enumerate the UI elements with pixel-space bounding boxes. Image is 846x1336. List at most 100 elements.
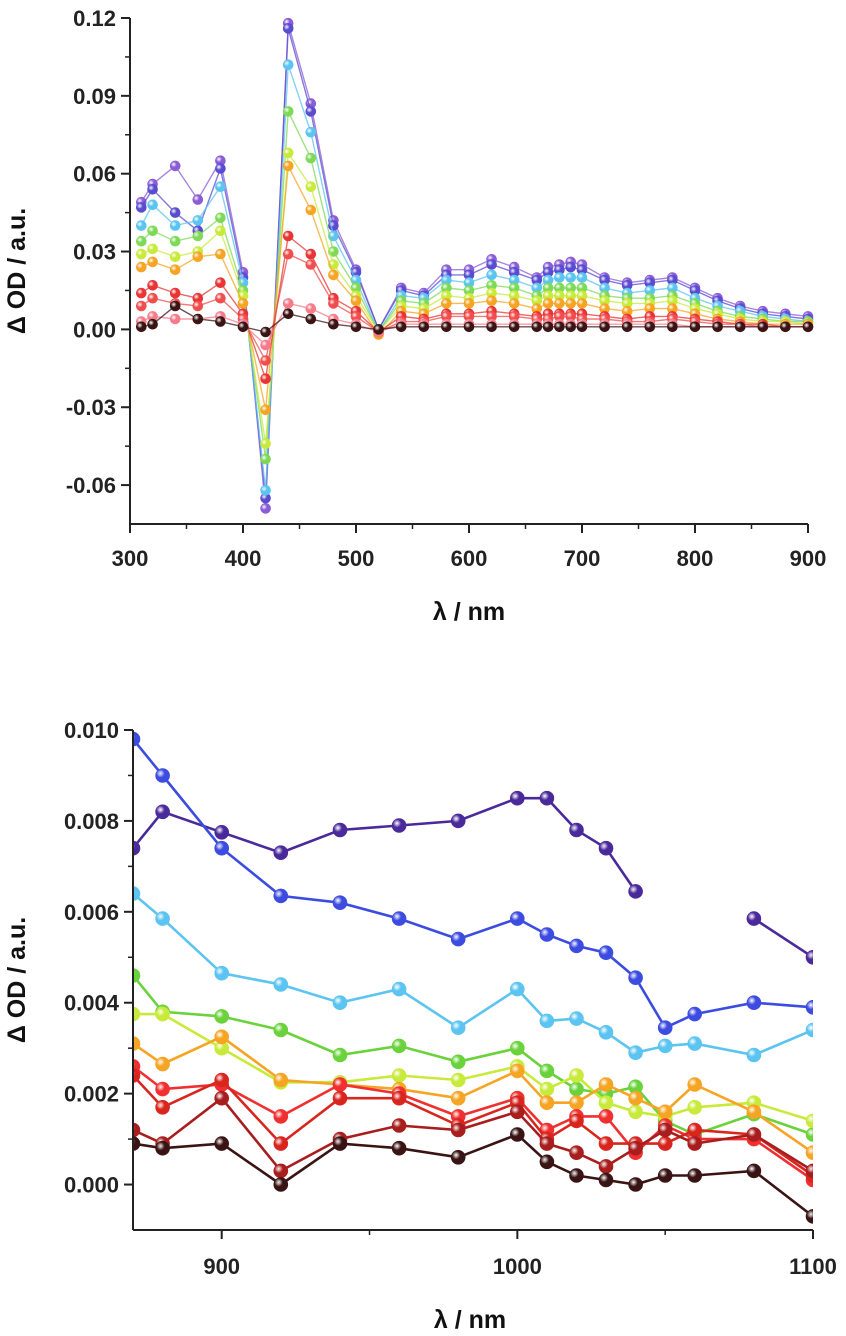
- data-point: [133, 1036, 141, 1051]
- data-point: [328, 269, 339, 281]
- data-point: [569, 1168, 584, 1183]
- series-line: [133, 1035, 813, 1154]
- data-point: [350, 295, 362, 307]
- data-point: [712, 321, 723, 333]
- data-point: [644, 321, 656, 333]
- x-tick-label: 1000: [493, 1254, 542, 1279]
- data-point: [305, 303, 317, 314]
- x-tick-label: 400: [225, 546, 262, 571]
- data-point: [214, 965, 229, 981]
- data-point: [565, 298, 577, 309]
- data-point: [450, 1020, 466, 1035]
- data-point: [598, 1095, 614, 1110]
- data-point: [192, 194, 204, 205]
- data-point: [391, 1118, 407, 1133]
- data-point: [214, 1029, 229, 1045]
- data-point: [539, 790, 555, 806]
- data-point: [192, 215, 204, 226]
- data-point: [155, 1081, 170, 1097]
- data-point: [628, 1090, 643, 1106]
- data-point: [539, 927, 555, 942]
- data-point: [391, 1068, 407, 1083]
- series-1: [136, 17, 814, 514]
- series-8: [133, 1068, 813, 1183]
- data-point: [260, 438, 271, 449]
- x-tick-label: 1100: [789, 1254, 837, 1279]
- series-9: [133, 1090, 813, 1179]
- data-point: [805, 1145, 813, 1160]
- data-point: [273, 977, 289, 992]
- data-point: [155, 1056, 170, 1072]
- data-point: [598, 840, 614, 856]
- data-point: [486, 321, 497, 333]
- data-point: [450, 1072, 466, 1088]
- data-point: [657, 1168, 673, 1183]
- data-point: [391, 1140, 407, 1156]
- data-point: [805, 1127, 813, 1142]
- data-point: [391, 1038, 407, 1054]
- data-point: [391, 818, 407, 833]
- y-tick-label: 0.12: [73, 6, 116, 31]
- data-point: [260, 484, 271, 496]
- data-point: [542, 321, 554, 333]
- data-point: [133, 1006, 141, 1022]
- data-point: [554, 321, 565, 333]
- data-point: [598, 1172, 614, 1188]
- data-point: [214, 1090, 229, 1106]
- data-point: [565, 261, 577, 273]
- data-point: [554, 298, 565, 309]
- x-tick-label: 800: [677, 546, 714, 571]
- data-point: [463, 321, 475, 333]
- data-point: [147, 225, 158, 237]
- data-point: [260, 404, 271, 416]
- data-point: [805, 950, 813, 965]
- series-line: [140, 23, 809, 509]
- series-line: [133, 1012, 813, 1123]
- data-point: [565, 272, 577, 283]
- data-point: [192, 230, 204, 242]
- data-point: [746, 1127, 762, 1142]
- top-chart-series: [136, 17, 814, 514]
- data-point: [599, 321, 610, 333]
- data-point: [576, 298, 588, 309]
- data-point: [395, 321, 407, 333]
- y-tick-label: 0.000: [64, 1173, 119, 1198]
- data-point: [282, 230, 294, 242]
- data-point: [565, 321, 577, 333]
- data-point: [237, 298, 249, 309]
- data-point: [215, 292, 226, 304]
- data-point: [237, 321, 249, 333]
- data-point: [169, 313, 181, 325]
- data-point: [391, 911, 407, 926]
- data-point: [305, 313, 317, 325]
- data-point: [486, 269, 497, 281]
- data-point: [687, 1122, 703, 1138]
- data-point: [508, 321, 520, 333]
- x-tick-label: 300: [112, 546, 149, 571]
- data-point: [598, 1109, 614, 1124]
- y-tick-label: 0.00: [73, 317, 116, 342]
- series-2: [133, 731, 813, 1035]
- data-point: [214, 1136, 229, 1151]
- series-line: [140, 108, 808, 460]
- top-y-axis-title: Δ OD / a.u.: [3, 208, 31, 334]
- data-point: [147, 318, 158, 330]
- data-point: [539, 1013, 555, 1029]
- data-point: [539, 1095, 555, 1110]
- y-tick-label: 0.008: [64, 809, 119, 834]
- data-point: [486, 259, 497, 270]
- data-point: [598, 1136, 614, 1151]
- x-tick-label: 700: [564, 546, 601, 571]
- data-point: [282, 248, 294, 260]
- data-point: [598, 1159, 614, 1174]
- data-point: [780, 321, 791, 333]
- data-point: [260, 339, 271, 351]
- data-point: [215, 212, 226, 224]
- data-point: [155, 768, 170, 783]
- data-point: [805, 1113, 813, 1129]
- data-point: [554, 272, 565, 283]
- data-point: [260, 453, 271, 465]
- data-point: [373, 324, 384, 335]
